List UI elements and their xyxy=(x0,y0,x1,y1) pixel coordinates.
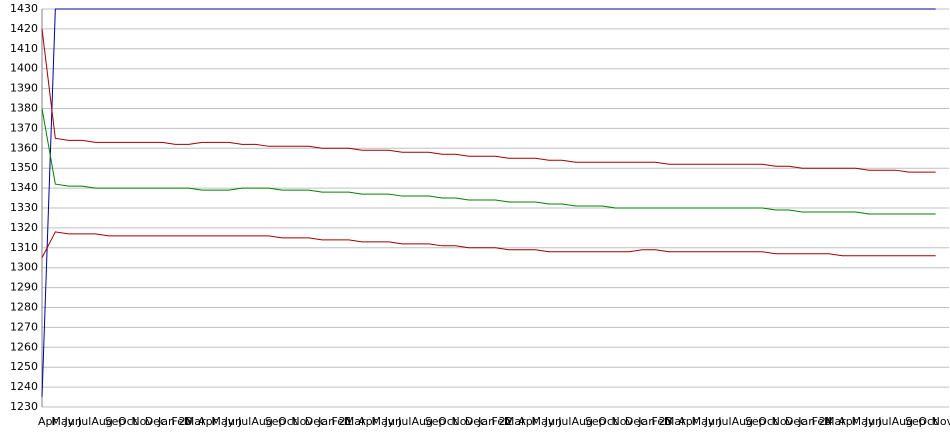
y-tick-label: 1310 xyxy=(10,241,38,254)
x-tick-label: Feb xyxy=(812,415,831,428)
x-tick-label: Oct xyxy=(118,415,138,428)
y-tick-label: 1400 xyxy=(10,62,38,75)
x-tick-label: Oct xyxy=(438,415,458,428)
x-tick-label: Jun xyxy=(544,415,562,428)
y-tick-label: 1380 xyxy=(10,102,38,115)
x-tick-label: Jun xyxy=(224,415,242,428)
x-tick-label: Feb xyxy=(331,415,350,428)
x-tick-label: Oct xyxy=(758,415,778,428)
x-tick-label: Feb xyxy=(492,415,511,428)
y-tick-label: 1370 xyxy=(10,121,38,134)
x-tick-label: Nov xyxy=(291,415,313,428)
x-tick-label: Nov xyxy=(451,415,473,428)
x-tick-label: Apr xyxy=(678,415,698,428)
y-tick-label: 1410 xyxy=(10,42,38,55)
y-tick-label: 1390 xyxy=(10,82,38,95)
x-tick-label: Jun xyxy=(704,415,722,428)
x-tick-label: Mar xyxy=(665,415,686,428)
x-tick-label: May xyxy=(371,415,394,428)
x-tick-label: Sep xyxy=(585,415,606,428)
x-tick-label: Aug xyxy=(251,415,272,428)
line-series xyxy=(41,28,936,173)
x-tick-label: Mar xyxy=(505,415,526,428)
x-tick-label: Jul xyxy=(237,415,251,428)
y-tick-label: 1300 xyxy=(10,261,38,274)
y-tick-label: 1340 xyxy=(10,181,38,194)
x-tick-label: Oct xyxy=(278,415,298,428)
x-tick-label: Jun xyxy=(864,415,882,428)
x-tick-label: Jun xyxy=(64,415,82,428)
x-tick-label: Apr xyxy=(838,415,858,428)
x-tick-label: Jan 20 xyxy=(157,415,192,428)
x-tick-label: Aug xyxy=(91,415,112,428)
y-tick-label: 1330 xyxy=(10,201,38,214)
y-tick-label: 1420 xyxy=(10,22,38,35)
y-tick-label: 1260 xyxy=(10,340,38,353)
line-series xyxy=(41,108,936,215)
line-series xyxy=(41,231,936,258)
x-tick-label: Aug xyxy=(732,415,753,428)
x-tick-label: Aug xyxy=(572,415,593,428)
x-tick-label: Sep xyxy=(745,415,766,428)
x-tick-label: Jul xyxy=(877,415,891,428)
y-tick-label: 1360 xyxy=(10,141,38,154)
x-tick-label: Sep xyxy=(905,415,926,428)
x-tick-label: Nov xyxy=(612,415,634,428)
x-tick-label: Jun xyxy=(384,415,402,428)
y-tick-label: 1320 xyxy=(10,221,38,234)
y-tick-label: 1280 xyxy=(10,301,38,314)
line-series xyxy=(41,8,936,398)
x-tick-label: Feb xyxy=(171,415,190,428)
x-tick-label: Mar xyxy=(345,415,366,428)
x-tick-label: Nov xyxy=(772,415,794,428)
x-tick-label: Nov xyxy=(131,415,153,428)
x-tick-label: Oct xyxy=(598,415,618,428)
x-tick-label: Mar xyxy=(185,415,206,428)
x-tick-label: Apr xyxy=(518,415,538,428)
x-tick-label: Dec xyxy=(785,415,806,428)
x-tick-label: Jul xyxy=(77,415,91,428)
x-tick-label: Dec xyxy=(305,415,326,428)
x-tick-label: Apr xyxy=(358,415,378,428)
x-tick-label: Sep xyxy=(265,415,286,428)
x-tick-label: May xyxy=(532,415,555,428)
x-tick-label: Apr xyxy=(38,415,58,428)
y-tick-label: 1430 xyxy=(10,2,38,15)
y-tick-label: 1290 xyxy=(10,281,38,294)
x-tick-label: Jan 21 xyxy=(317,415,352,428)
x-tick-label: Feb xyxy=(652,415,671,428)
y-tick-label: 1350 xyxy=(10,161,38,174)
y-tick-label: 1250 xyxy=(10,360,38,373)
x-tick-label: Dec xyxy=(145,415,166,428)
x-tick-label: Jan 24 xyxy=(797,415,832,428)
x-tick-label: Jul xyxy=(557,415,571,428)
y-tick-label: 1270 xyxy=(10,320,38,333)
x-tick-label: Mar xyxy=(825,415,846,428)
x-tick-label: Oct xyxy=(918,415,938,428)
x-tick-label: May xyxy=(211,415,234,428)
x-tick-label: Dec xyxy=(625,415,646,428)
x-tick-label: Nov xyxy=(932,415,950,428)
x-tick-label: Sep xyxy=(105,415,126,428)
x-tick-label: Jul xyxy=(717,415,731,428)
x-tick-label: Jan 23 xyxy=(637,415,672,428)
x-tick-label: May xyxy=(852,415,875,428)
x-tick-label: May xyxy=(51,415,74,428)
x-tick-label: Jan 22 xyxy=(477,415,512,428)
x-tick-label: Aug xyxy=(411,415,432,428)
x-tick-label: Jul xyxy=(397,415,411,428)
x-tick-label: Sep xyxy=(425,415,446,428)
x-tick-label: Dec xyxy=(465,415,486,428)
x-tick-label: May xyxy=(692,415,715,428)
x-tick-label: Apr xyxy=(198,415,218,428)
y-tick-label: 1240 xyxy=(10,380,38,393)
x-tick-label: Aug xyxy=(892,415,913,428)
y-tick-label: 1230 xyxy=(10,400,38,413)
